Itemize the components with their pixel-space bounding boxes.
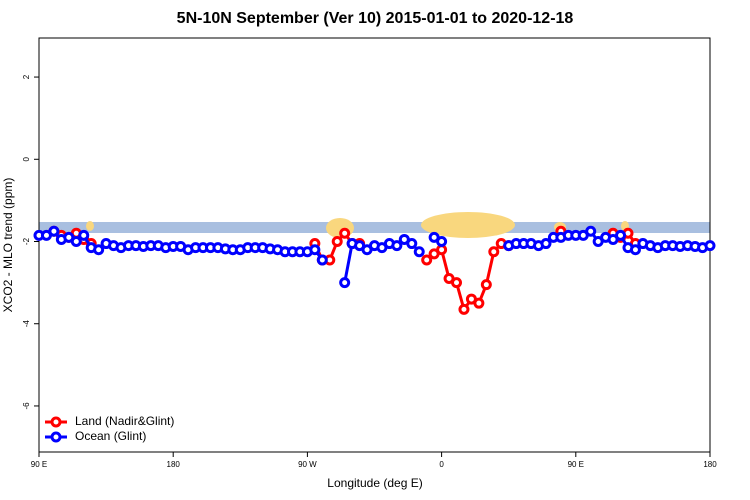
x-tick-label: 0 [439, 460, 444, 469]
y-tick-label: 0 [22, 157, 31, 162]
legend-marker [50, 431, 62, 443]
data-point [436, 236, 448, 248]
data-point [480, 279, 492, 291]
data-point [78, 229, 90, 241]
data-point [413, 246, 425, 258]
x-tick-label: 90 W [298, 460, 317, 469]
data-point [391, 240, 403, 252]
legend-marker [50, 416, 62, 428]
y-axis-label: XCO2 - MLO trend (ppm) [1, 178, 15, 313]
data-point [316, 254, 328, 266]
x-tick-label: 180 [167, 460, 181, 469]
data-point [339, 277, 351, 289]
y-tick-label: -6 [22, 402, 31, 410]
data-point [421, 254, 433, 266]
data-point [339, 227, 351, 239]
data-point [458, 303, 470, 315]
x-axis-label: Longitude (deg E) [327, 476, 422, 490]
x-tick-label: 90 E [568, 460, 584, 469]
x-tick-label: 180 [703, 460, 717, 469]
data-point [93, 244, 105, 256]
data-point [629, 244, 641, 256]
x-tick-label: 90 E [31, 460, 47, 469]
data-point [451, 277, 463, 289]
data-point [615, 229, 627, 241]
data-point [540, 238, 552, 250]
data-point [48, 225, 60, 237]
legend-label: Ocean (Glint) [75, 429, 146, 443]
data-point [70, 236, 82, 248]
y-tick-label: -4 [22, 320, 31, 328]
data-point [473, 297, 485, 309]
data-point [585, 225, 597, 237]
data-point [488, 246, 500, 258]
legend-label: Land (Nadir&Glint) [75, 414, 174, 428]
data-point [309, 244, 321, 256]
y-tick-label: -2 [22, 237, 31, 245]
y-tick-label: 2 [22, 74, 31, 79]
chart-title: 5N-10N September (Ver 10) 2015-01-01 to … [177, 10, 574, 27]
data-point [704, 240, 716, 252]
data-point [406, 238, 418, 250]
data-point [331, 236, 343, 248]
